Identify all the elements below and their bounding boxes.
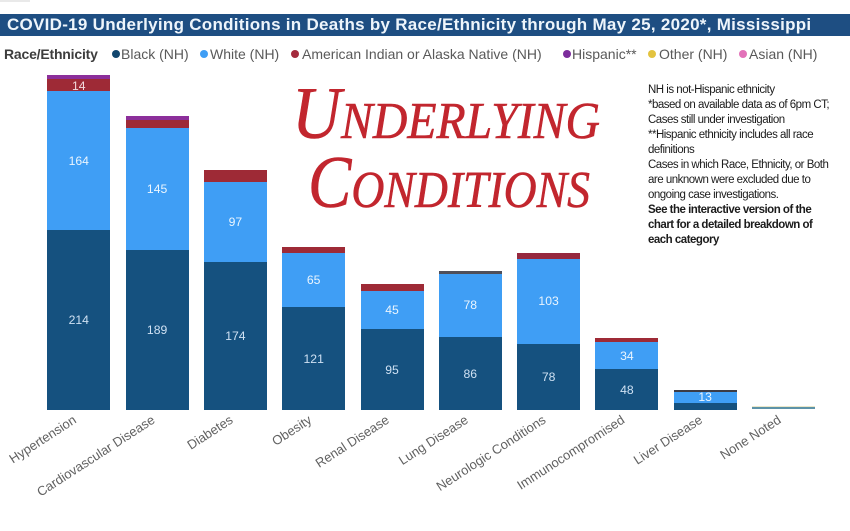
svg-text:CONDITIONS: CONDITIONS [308,142,590,224]
svg-text:UNDERLYING: UNDERLYING [292,76,600,155]
